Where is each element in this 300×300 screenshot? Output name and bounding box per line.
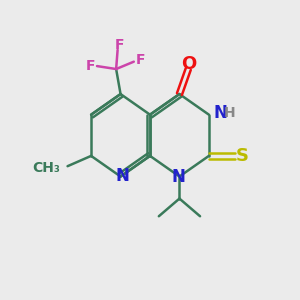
Text: N: N: [115, 167, 129, 185]
Text: F: F: [136, 53, 145, 67]
Text: N: N: [213, 104, 227, 122]
Text: F: F: [115, 38, 125, 52]
Text: F: F: [86, 59, 95, 73]
Text: N: N: [171, 167, 185, 185]
Text: O: O: [182, 55, 197, 73]
Text: CH₃: CH₃: [32, 161, 60, 175]
Text: H: H: [224, 106, 236, 120]
Text: S: S: [236, 147, 248, 165]
